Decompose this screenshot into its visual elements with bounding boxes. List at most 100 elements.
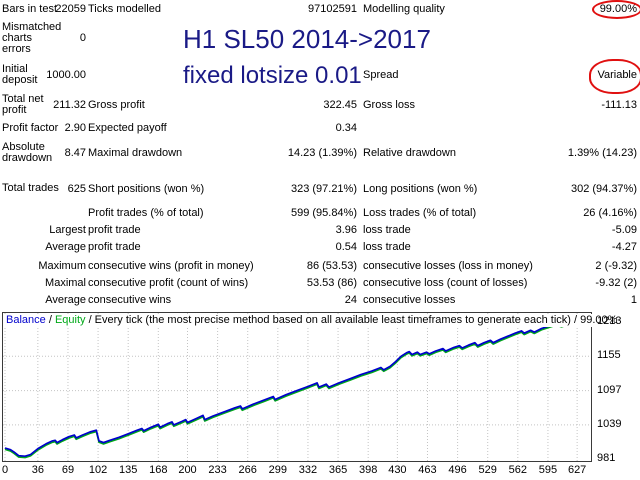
highlight-ellipse-spread [589,59,640,94]
stat-value: 211.32 [53,98,86,111]
stat-value: -4.27 [611,241,637,253]
stat-label: Gross loss [363,98,415,111]
x-axis-tick-label: 595 [538,464,558,476]
x-axis-tick-label: 200 [178,464,197,476]
stats-row: Largest profit trade 3.96 loss trade -5.09 [0,223,640,237]
highlight-ellipse-modelling-quality [592,0,640,19]
x-axis-tick-label: 365 [328,464,348,476]
y-axis-tick-label: 1039 [597,417,622,430]
stat-label: Profit factor [2,121,59,134]
stat-value: 3.96 [335,224,357,236]
stat-value [46,206,86,220]
stat-label: Bars in test [2,2,58,15]
stat-value: 2.90 [64,122,86,134]
x-axis-tick-label: 102 [88,464,108,476]
stats-row: Mismatched charts errors 0 [0,21,640,55]
stat-value: 97102591 [308,3,357,15]
equity-line [4,321,590,459]
y-axis-tick-label: 1155 [597,349,621,362]
balance-legend-label: Balance [6,314,46,326]
x-axis-tick-label: 463 [418,464,437,476]
x-axis-tick-label: 496 [448,464,467,476]
stat-value: -111.13 [601,98,637,111]
chart-header: Balance / Equity / Every tick (the most … [4,314,621,327]
stat-label: Modelling quality [363,3,445,15]
equity-legend-label: Equity [54,314,86,326]
stat-value: Maximum [38,260,86,272]
stat-value: Maximal [45,277,86,289]
stat-value: 599 (95.84%) [290,207,357,219]
stat-value: Largest [49,224,86,236]
stat-value: 302 (94.37%) [570,182,637,195]
x-axis-tick-label: 332 [298,464,318,476]
stats-row: Profit factor 2.90 Expected payoff 0.34 [0,121,640,135]
balance-equity-chart: Balance / Equity / Every tick (the most … [2,312,621,462]
stat-label: Relative drawdown [363,146,456,159]
annotation-title-line1: H1 SL50 2014->2017 [183,24,431,54]
balance-line [4,319,590,458]
x-axis-tick-label: 299 [268,464,288,476]
stat-value: 24 [344,294,357,306]
stat-value [480,21,637,55]
stat-value: 1.39% (14.23) [567,146,637,159]
stat-value: 1 [630,294,637,306]
stat-value: 322.45 [323,98,357,111]
x-axis-tick-label: 0 [1,464,9,476]
stat-label: profit trade [88,241,141,253]
stat-label: Expected payoff [88,122,167,134]
stats-row: Maximal consecutive profit (count of wins… [0,276,640,290]
stat-value: 8.47 [64,146,86,159]
y-axis-tick-label: 981 [597,452,616,465]
stats-row: Total trades 625 Short positions (won %) 32… [0,176,640,201]
stat-label: Total trades [2,182,59,194]
x-axis-tick-label: 135 [119,464,138,476]
stat-value: 86 (53.53) [306,260,357,272]
stat-label: Long positions (won %) [363,182,478,195]
stat-value: 323 (97.21%) [290,182,357,195]
annotation-title-line2: fixed lotsize 0.01 [183,62,362,89]
stat-value: -9.32 (2) [595,277,637,289]
x-axis-tick-label: 233 [208,464,227,476]
stat-value: 2 (-9.32) [595,260,637,272]
stat-value: 22059 [55,3,86,15]
stat-label: consecutive losses [363,294,456,306]
x-axis-tick-label: 398 [358,464,378,476]
stat-label: consecutive wins (profit in money) [88,260,254,272]
stats-row: Average profit trade 0.54 loss trade -4.27 [0,240,640,254]
stats-row: Absolute drawdown 8.47 Maximal drawdown 14.… [0,140,640,165]
stat-label: Profit trades (% of total) [88,207,204,219]
stat-label: Absolute drawdown [2,140,53,164]
stat-label: Spread [363,68,399,81]
y-axis-tick-label: 1213 [597,315,622,327]
chart-description: / Every tick (the most precise method ba… [85,314,618,326]
stat-label: Mismatched charts errors [2,20,62,55]
x-axis-tick-label: 168 [149,464,168,476]
stat-value: 1000.00 [46,68,86,81]
x-axis-tick-label: 36 [31,464,44,476]
x-axis-tick-label: 529 [478,464,497,476]
stat-value: 625 [67,182,86,195]
stat-label: Maximal drawdown [88,146,183,159]
x-axis-tick-label: 266 [238,464,257,476]
stats-row: Profit trades (% of total) 599 (95.84%) Lo… [0,206,640,220]
stat-value: Average [45,241,86,253]
stat-value: -5.09 [611,224,637,236]
stat-value [480,121,637,135]
x-axis-tick-label: 627 [567,464,587,476]
chart-plot-area [3,313,591,461]
stat-label: Gross profit [88,98,145,111]
stats-row: Total net profit 211.32 Gross profit 322.45… [0,92,640,117]
stat-label: Short positions (won %) [88,182,205,195]
stat-value: 53.53 (86) [306,277,357,289]
stat-value: 0 [79,32,86,44]
x-axis-tick-label: 430 [388,464,407,476]
stat-label: loss trade [363,224,411,236]
stat-label: Initial deposit [2,62,38,86]
stats-row: Average consecutive wins 24 consecutive los… [0,293,640,307]
legend-separator: / [45,314,55,326]
stat-label: consecutive profit (count of wins) [88,277,249,289]
stat-value: 26 (4.16%) [583,207,637,219]
stat-label: profit trade [88,224,141,236]
x-axis-tick-label: 69 [61,464,75,476]
